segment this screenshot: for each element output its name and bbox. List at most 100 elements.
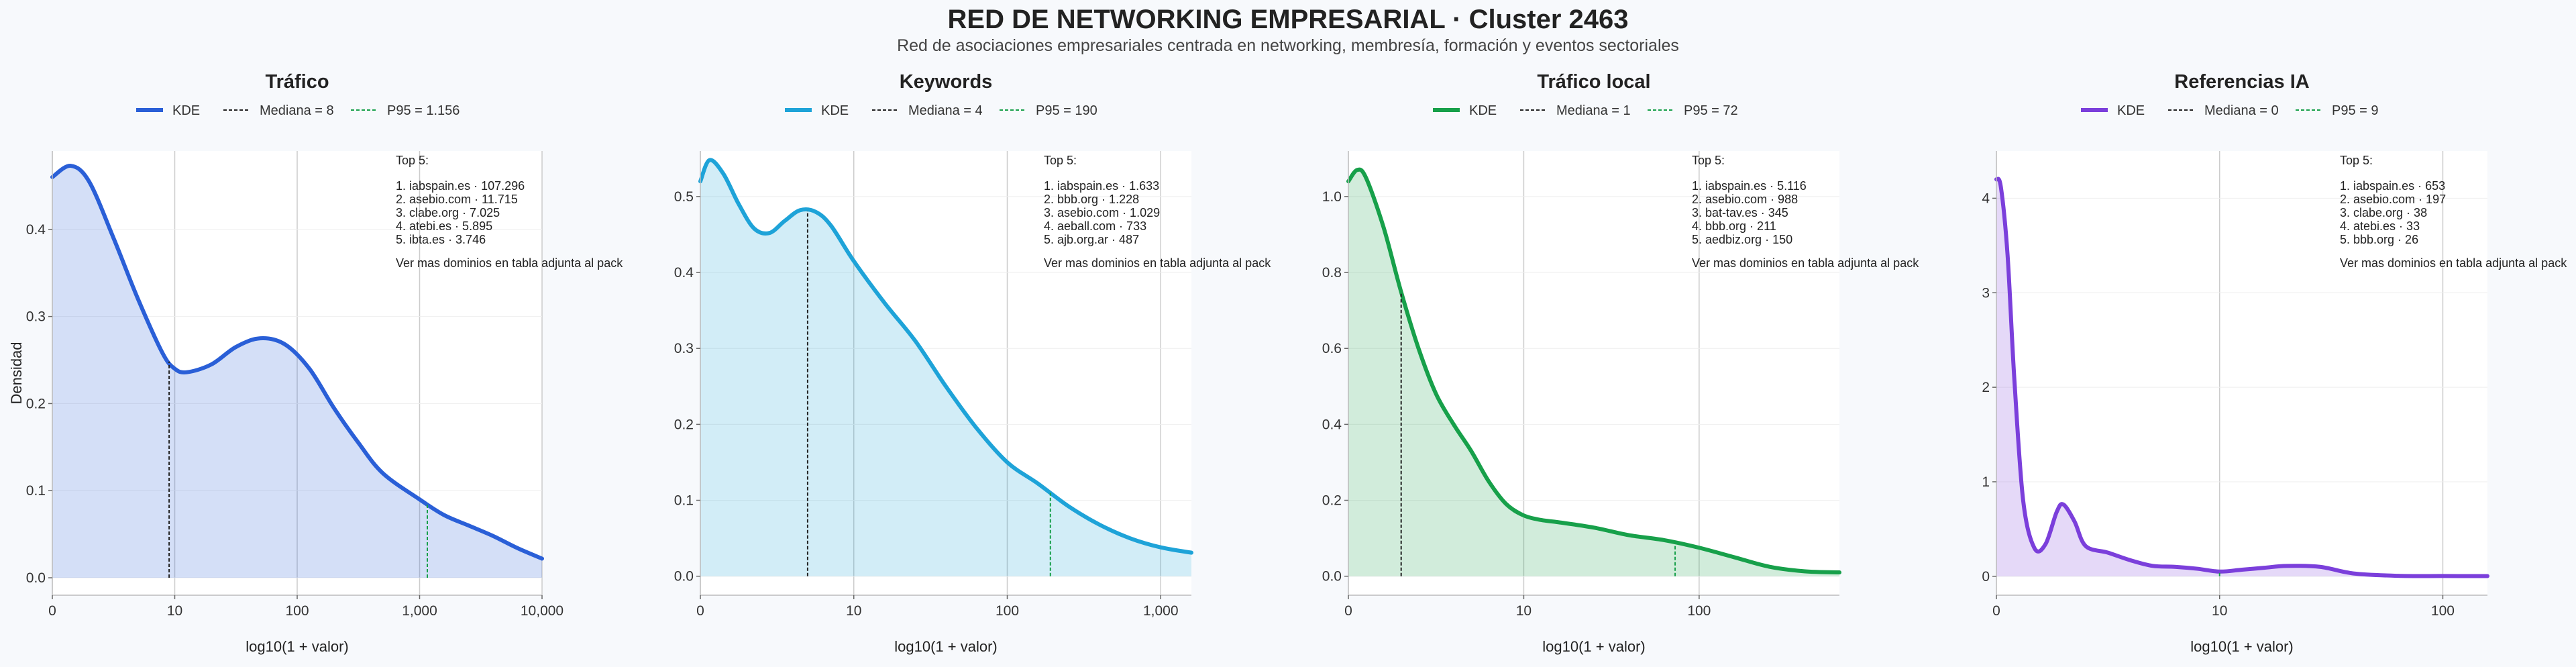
panel-4: Referencias IA KDE Mediana = 0 P95 = 9 0 1 2 3 4… <box>1982 71 2567 655</box>
y-tick-label: 0.4 <box>1322 417 1342 432</box>
annotation-item: 5. ibta.es · 3.746 <box>396 233 486 246</box>
x-tick-label: 10 <box>1516 603 1532 619</box>
x-axis-label: log10(1 + valor) <box>1542 638 1645 655</box>
y-tick-label: 2 <box>1982 380 1990 395</box>
annotation-footer: Ver mas dominios en tabla adjunta al pac… <box>1692 256 1919 270</box>
kde-area <box>1348 169 1839 576</box>
x-tick-label: 1,000 <box>402 603 437 619</box>
legend-kde-label: KDE <box>821 103 849 118</box>
x-tick-label: 0 <box>1992 603 2000 619</box>
annotation-item: 4. bbb.org · 211 <box>1692 219 1776 233</box>
legend-kde-label: KDE <box>2117 103 2145 118</box>
plot-area <box>1996 151 2487 595</box>
x-tick-label: 0 <box>1344 603 1352 619</box>
y-tick-label: 0.0 <box>674 569 694 584</box>
x-tick-label: 0 <box>696 603 704 619</box>
legend: KDE Mediana = 1 P95 = 72 <box>1433 103 1738 118</box>
y-tick-label: 0.2 <box>1322 493 1342 509</box>
annotation-item: 2. bbb.org · 1.228 <box>1044 193 1139 206</box>
x-tick-label: 100 <box>285 603 309 619</box>
annotation-title: Top 5: <box>1044 154 1077 167</box>
annotation-item: 1. iabspain.es · 1.633 <box>1044 179 1159 193</box>
kde-area <box>52 166 542 578</box>
y-tick-label: 4 <box>1982 191 1990 206</box>
y-tick-label: 0 <box>1982 569 1990 584</box>
annotation-item: 2. asebio.com · 197 <box>2340 193 2446 206</box>
y-tick-label: 1.0 <box>1322 189 1342 205</box>
annotation-item: 2. asebio.com · 988 <box>1692 193 1798 206</box>
x-axis-label: log10(1 + valor) <box>894 638 997 655</box>
annotation-item: 3. asebio.com · 1.029 <box>1044 206 1160 219</box>
figure-subtitle: Red de asociaciones empresariales centra… <box>897 36 1679 55</box>
legend-p95-label: P95 = 9 <box>2332 103 2379 118</box>
x-tick-label: 1,000 <box>1143 603 1179 619</box>
annotation-item: 3. clabe.org · 7.025 <box>396 206 500 219</box>
x-tick-label: 100 <box>996 603 1019 619</box>
annotation-item: 5. bbb.org · 26 <box>2340 233 2418 246</box>
kde-area <box>700 160 1191 576</box>
x-tick-label: 10 <box>167 603 182 619</box>
x-axis-label: log10(1 + valor) <box>2190 638 2293 655</box>
panel-2: Keywords KDE Mediana = 4 P95 = 190 0.0 0.1 0.2… <box>674 71 1271 655</box>
annotation-item: 4. aeball.com · 733 <box>1044 219 1146 233</box>
panel-title: Tráfico <box>265 71 329 93</box>
kde-line <box>698 158 1193 555</box>
legend: KDE Mediana = 4 P95 = 190 <box>785 103 1097 118</box>
legend-median-label: Mediana = 1 <box>1556 103 1631 118</box>
y-tick-label: 0.0 <box>26 570 46 586</box>
x-tick-label: 10 <box>846 603 861 619</box>
y-tick-label: 0.3 <box>674 341 694 356</box>
legend-kde-label: KDE <box>172 103 200 118</box>
annotation-item: 3. clabe.org · 38 <box>2340 206 2427 219</box>
y-tick-label: 0.3 <box>26 309 46 325</box>
panel-title: Referencias IA <box>2174 71 2310 93</box>
annotation-item: 4. atebi.es · 33 <box>2340 219 2420 233</box>
panel-title: Tráfico local <box>1537 71 1650 93</box>
y-tick-label: 0.5 <box>674 189 694 205</box>
annotation-item: 2. asebio.com · 11.715 <box>396 193 518 206</box>
panel-3: Tráfico local KDE Mediana = 1 P95 = 72 0.0 0.… <box>1322 71 1919 655</box>
annotation-item: 1. iabspain.es · 107.296 <box>396 179 525 193</box>
x-tick-label: 0 <box>48 603 56 619</box>
annotation-item: 5. aedbiz.org · 150 <box>1692 233 1792 246</box>
kde-line <box>1346 167 1841 575</box>
legend-p95-label: P95 = 190 <box>1036 103 1097 118</box>
x-tick-label: 10,000 <box>521 603 564 619</box>
x-tick-label: 100 <box>2431 603 2455 619</box>
annotation-footer: Ver mas dominios en tabla adjunta al pac… <box>2340 256 2567 270</box>
legend: KDE Mediana = 8 P95 = 1.156 <box>136 103 460 118</box>
legend-p95-label: P95 = 1.156 <box>387 103 460 118</box>
y-tick-label: 0.2 <box>674 417 694 432</box>
panel-1: Tráfico KDE Mediana = 8 P95 = 1.156 0.0 0.1 0.… <box>8 71 623 655</box>
legend-median-label: Mediana = 8 <box>260 103 334 118</box>
annotation-title: Top 5: <box>2340 154 2373 167</box>
y-tick-label: 0.8 <box>1322 265 1342 280</box>
annotation-item: 1. iabspain.es · 653 <box>2340 179 2445 193</box>
y-tick-label: 0.6 <box>1322 341 1342 356</box>
x-tick-label: 10 <box>2212 603 2227 619</box>
kde-line <box>50 164 544 561</box>
y-tick-label: 0.4 <box>26 222 46 238</box>
panel-title: Keywords <box>900 71 993 93</box>
legend-p95-label: P95 = 72 <box>1684 103 1738 118</box>
annotation-item: 4. atebi.es · 5.895 <box>396 219 492 233</box>
y-tick-label: 0.1 <box>26 483 46 499</box>
y-tick-label: 3 <box>1982 285 1990 301</box>
panels-group: Tráfico KDE Mediana = 8 P95 = 1.156 0.0 0.1 0.… <box>8 71 2567 655</box>
annotation-footer: Ver mas dominios en tabla adjunta al pac… <box>1044 256 1271 270</box>
legend-kde-label: KDE <box>1469 103 1497 118</box>
annotation-item: 5. ajb.org.ar · 487 <box>1044 233 1139 246</box>
figure-title: RED DE NETWORKING EMPRESARIAL · Cluster … <box>948 5 1629 34</box>
y-tick-label: 0.2 <box>26 396 46 411</box>
y-tick-label: 0.4 <box>674 265 694 280</box>
y-axis-label: Densidad <box>8 342 25 405</box>
annotation-item: 3. bat-tav.es · 345 <box>1692 206 1788 219</box>
annotation-item: 1. iabspain.es · 5.116 <box>1692 179 1807 193</box>
annotation-footer: Ver mas dominios en tabla adjunta al pac… <box>396 256 623 270</box>
x-axis-label: log10(1 + valor) <box>246 638 348 655</box>
